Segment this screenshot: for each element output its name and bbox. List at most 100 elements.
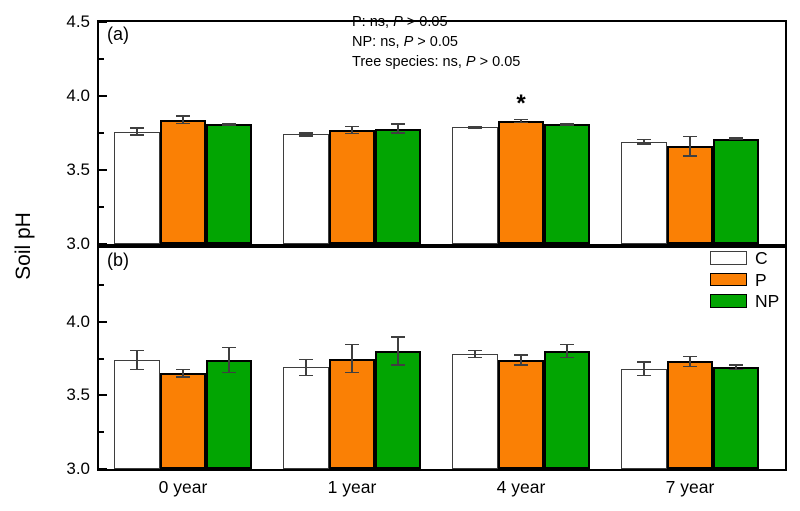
error-bar-cap (729, 368, 743, 371)
error-bar-line (136, 349, 138, 371)
error-bar-cap (391, 123, 405, 125)
error-bar-line (643, 361, 645, 377)
error-bar (683, 135, 697, 157)
error-bar (683, 355, 697, 368)
bar-b-4year-C (452, 354, 498, 469)
error-bar-cap (345, 125, 359, 128)
error-bar-cap (468, 349, 482, 352)
legend-swatch (710, 272, 747, 287)
error-bar (222, 346, 236, 374)
stats-annotation: P: ns, P > 0.05 NP: ns, P > 0.05 Tree spec… (352, 12, 520, 72)
error-bar (514, 118, 528, 124)
error-bar-line (474, 349, 476, 359)
y-minor-tick (99, 132, 104, 134)
x-category-label: 1 year (327, 477, 377, 497)
y-major-tick (99, 394, 107, 397)
error-bar (391, 123, 405, 134)
error-bar-cap (391, 364, 405, 366)
significance-star: * (516, 89, 526, 117)
error-bar (391, 336, 405, 366)
bar-a-4year-NP (544, 124, 590, 244)
error-bar-cap (637, 374, 651, 377)
error-bar-cap (560, 124, 574, 126)
y-major-tick (99, 95, 107, 97)
y-tick-label: 3.5 (66, 160, 90, 179)
bar-a-4year-C (452, 127, 498, 244)
error-bar-line (136, 127, 138, 136)
error-bar (637, 361, 651, 377)
error-bar-cap (176, 376, 190, 378)
error-bar-cap (299, 132, 313, 134)
error-bar-cap (729, 138, 743, 141)
y-tick-label: 4.0 (66, 311, 90, 331)
error-bar-line (228, 346, 230, 374)
error-bar (222, 122, 236, 126)
bar-b-1year-C (283, 367, 329, 469)
legend-entry: C (710, 248, 790, 268)
bar-b-7year-P (667, 361, 713, 469)
bar-a-1year-P (329, 130, 375, 244)
legend-entry: P (710, 270, 790, 290)
stats-annotation-line: NP: ns, P > 0.05 (352, 34, 458, 50)
error-bar (176, 368, 190, 378)
error-bar-cap (391, 132, 405, 134)
error-bar-cap (514, 354, 528, 356)
bar-b-0year-P (160, 373, 206, 469)
error-bar-cap (176, 115, 190, 117)
error-bar-cap (130, 349, 144, 352)
error-bar-line (735, 364, 737, 371)
x-category-label: 0 year (158, 477, 208, 497)
error-bar-cap (560, 356, 574, 359)
error-bar-line (351, 125, 353, 135)
error-bar-line (305, 358, 307, 377)
error-bar-cap (514, 121, 528, 124)
panel-a: (a) * (97, 20, 787, 246)
error-bar-cap (560, 343, 574, 346)
x-category-label: 7 year (665, 477, 715, 497)
error-bar (299, 358, 313, 377)
bar-a-0year-C (114, 131, 160, 244)
error-bar-cap (468, 356, 482, 359)
error-bar (345, 125, 359, 135)
bar-a-7year-P (667, 146, 713, 244)
error-bar-cap (683, 155, 697, 157)
panel-b: (b) (97, 246, 787, 471)
error-bar (514, 354, 528, 366)
error-bar-cap (683, 365, 697, 368)
x-category-label: 4 year (496, 477, 546, 497)
error-bar-cap (176, 122, 190, 125)
error-bar (560, 122, 574, 126)
error-bar-cap (729, 137, 743, 139)
bar-b-1year-P (329, 358, 375, 469)
panel-letter-a: (a) (107, 24, 129, 44)
y-minor-tick (99, 58, 104, 60)
y-major-tick (99, 468, 107, 470)
bar-b-4year-P (498, 359, 544, 469)
error-bar-cap (222, 371, 236, 374)
error-bar-cap (637, 361, 651, 363)
stats-annotation-line: P: ns, P > 0.05 (352, 14, 448, 30)
error-bar-cap (560, 122, 574, 125)
error-bar-cap (729, 364, 743, 366)
error-bar-cap (345, 132, 359, 135)
legend-entry: NP (710, 291, 790, 311)
stats-annotation-line: Tree species: ns, P > 0.05 (352, 54, 521, 70)
error-bar-cap (130, 368, 144, 371)
legend-swatch (710, 294, 747, 308)
error-bar (637, 138, 651, 145)
bar-a-0year-P (160, 119, 206, 244)
error-bar (176, 115, 190, 125)
error-bar (729, 364, 743, 371)
legend-swatch (710, 251, 747, 265)
panel-letter-b: (b) (107, 250, 129, 270)
bar-a-7year-NP (713, 138, 759, 244)
error-bar-line (520, 118, 522, 124)
error-bar-line (689, 135, 691, 157)
error-bar-cap (345, 343, 359, 346)
y-tick-label: 3.0 (66, 234, 90, 253)
error-bar-cap (514, 118, 528, 121)
error-bar-cap (637, 138, 651, 141)
error-bar-cap (176, 368, 190, 371)
error-bar-line (566, 343, 568, 359)
error-bar-cap (222, 124, 236, 126)
